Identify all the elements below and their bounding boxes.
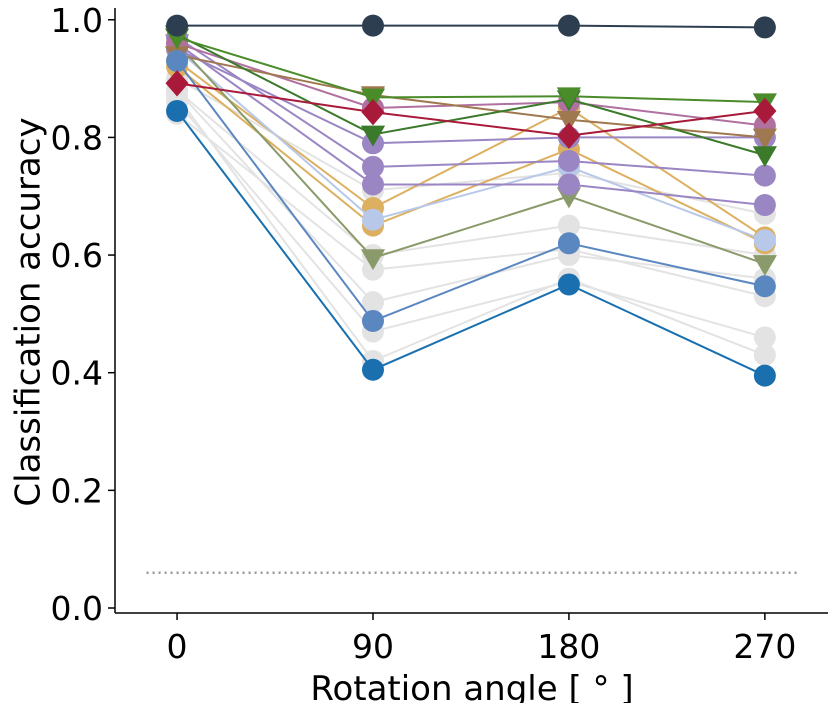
series-line	[176, 95, 766, 363]
point	[753, 164, 776, 187]
y-tick-label: 0.8	[51, 118, 103, 157]
series-line	[176, 33, 766, 157]
x-tick-label: 90	[352, 627, 394, 666]
point	[556, 87, 582, 109]
point	[361, 14, 384, 37]
x-tick-label: 180	[537, 627, 600, 666]
series-line	[176, 42, 766, 265]
point	[557, 149, 580, 172]
point	[361, 358, 384, 381]
point	[753, 275, 776, 298]
y-tick-label: 0.0	[51, 589, 103, 628]
point	[556, 110, 582, 132]
point	[753, 229, 776, 252]
point	[557, 122, 581, 149]
point	[753, 344, 776, 367]
point	[753, 194, 776, 217]
point	[753, 97, 777, 125]
point	[360, 249, 386, 271]
series-line	[176, 36, 765, 177]
point	[166, 14, 189, 37]
point	[361, 155, 384, 178]
y-tick-label: 0.6	[51, 236, 103, 275]
series-line	[176, 60, 766, 323]
point	[753, 364, 776, 387]
point	[557, 214, 580, 237]
point	[752, 128, 777, 150]
series-line	[176, 82, 765, 137]
series-line	[176, 66, 766, 245]
point	[557, 14, 580, 37]
point	[360, 125, 386, 147]
point	[753, 16, 776, 39]
y-axis-label: Classification accuracy	[9, 117, 49, 506]
point	[361, 291, 384, 314]
point	[166, 99, 189, 122]
point	[753, 326, 776, 349]
point	[557, 273, 580, 296]
series-line	[176, 60, 766, 239]
point	[361, 309, 384, 332]
point	[752, 146, 777, 168]
series-line	[176, 48, 766, 242]
y-tick-label: 0.2	[51, 471, 103, 510]
point	[752, 255, 777, 276]
point	[361, 173, 384, 196]
series-line	[176, 89, 766, 257]
point	[361, 208, 384, 231]
series-line	[176, 42, 765, 127]
x-axis-label: Rotation angle [ ° ]	[310, 669, 633, 703]
series-line	[176, 89, 765, 304]
point	[557, 232, 580, 255]
point	[361, 98, 385, 126]
point	[557, 173, 580, 196]
y-tick-label: 0.4	[51, 354, 103, 393]
x-tick-label: 0	[167, 627, 188, 666]
series-line	[176, 54, 765, 139]
x-tick-label: 270	[733, 627, 796, 666]
point	[166, 49, 189, 72]
series-line	[176, 42, 765, 207]
series-line	[177, 24, 765, 29]
y-tick-label: 1.0	[51, 1, 103, 40]
series-line	[176, 110, 766, 377]
point	[165, 70, 189, 97]
series-line	[176, 101, 766, 339]
series-line	[176, 48, 765, 145]
series-line	[176, 36, 765, 104]
